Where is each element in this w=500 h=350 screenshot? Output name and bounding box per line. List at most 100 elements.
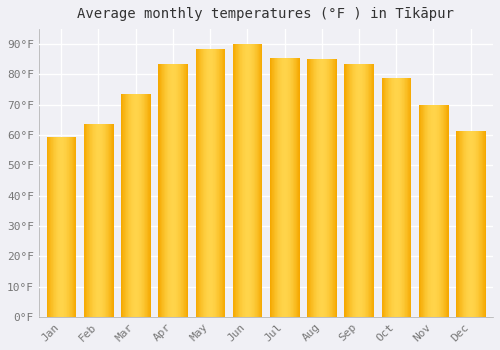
Bar (210, 49, 211, 317)
Bar (98, 125, 100, 317)
Bar (336, 60, 337, 317)
Bar (477, 131, 478, 317)
Bar (164, 64, 165, 317)
Bar (49, 136, 50, 317)
Bar (127, 94, 128, 317)
Bar (107, 125, 108, 317)
Bar (293, 58, 294, 317)
Bar (285, 58, 286, 317)
Bar (71, 136, 72, 317)
Bar (473, 131, 474, 317)
Bar (311, 60, 312, 317)
Bar (284, 58, 285, 317)
Title: Average monthly temperatures (°F ) in Tīkāpur: Average monthly temperatures (°F ) in Tī… (78, 7, 454, 21)
Bar (58, 136, 59, 317)
Bar (111, 125, 112, 317)
Bar (65, 136, 66, 317)
Bar (175, 64, 176, 317)
Bar (272, 58, 273, 317)
Bar (63, 136, 64, 317)
Bar (398, 77, 399, 317)
Bar (426, 105, 428, 317)
Bar (100, 125, 101, 317)
Bar (183, 64, 184, 317)
Bar (468, 131, 469, 317)
Bar (280, 58, 281, 317)
Bar (292, 58, 293, 317)
Bar (404, 77, 405, 317)
Bar (330, 60, 331, 317)
Bar (441, 105, 442, 317)
Bar (248, 44, 249, 317)
Bar (392, 77, 393, 317)
Bar (222, 49, 223, 317)
Bar (169, 64, 170, 317)
Bar (145, 94, 146, 317)
Bar (201, 49, 202, 317)
Bar (186, 64, 187, 317)
Bar (350, 64, 351, 317)
Bar (354, 64, 355, 317)
Bar (332, 60, 334, 317)
Bar (96, 125, 97, 317)
Bar (308, 60, 309, 317)
Bar (457, 131, 458, 317)
Bar (461, 131, 462, 317)
Bar (208, 49, 209, 317)
Bar (384, 77, 386, 317)
Bar (106, 125, 107, 317)
Bar (212, 49, 213, 317)
Bar (158, 64, 159, 317)
Bar (54, 136, 55, 317)
Bar (332, 60, 333, 317)
Bar (351, 64, 352, 317)
Bar (291, 58, 292, 317)
Bar (218, 49, 220, 317)
Bar (246, 44, 247, 317)
Bar (395, 77, 396, 317)
Bar (244, 44, 246, 317)
Bar (72, 136, 74, 317)
Bar (61, 136, 62, 317)
Bar (348, 64, 350, 317)
Bar (113, 125, 114, 317)
Bar (224, 49, 225, 317)
Bar (288, 58, 289, 317)
Bar (84, 125, 85, 317)
Bar (110, 125, 111, 317)
Bar (215, 49, 216, 317)
Bar (124, 94, 126, 317)
Bar (243, 44, 244, 317)
Bar (221, 49, 222, 317)
Bar (250, 44, 251, 317)
Bar (87, 125, 88, 317)
Bar (122, 94, 123, 317)
Bar (242, 44, 243, 317)
Bar (220, 49, 221, 317)
Bar (370, 64, 371, 317)
Bar (327, 60, 328, 317)
Bar (324, 60, 325, 317)
Bar (433, 105, 434, 317)
Bar (320, 60, 321, 317)
Bar (383, 77, 384, 317)
Bar (480, 131, 481, 317)
Bar (408, 77, 409, 317)
Bar (88, 125, 89, 317)
Bar (482, 131, 483, 317)
Bar (97, 125, 98, 317)
Bar (481, 131, 482, 317)
Bar (133, 94, 134, 317)
Bar (205, 49, 206, 317)
Bar (444, 105, 445, 317)
Bar (171, 64, 172, 317)
Bar (74, 136, 75, 317)
Bar (299, 58, 300, 317)
Bar (170, 64, 171, 317)
Bar (394, 77, 395, 317)
Bar (483, 131, 484, 317)
Bar (357, 64, 358, 317)
Bar (60, 136, 61, 317)
Bar (310, 60, 311, 317)
Bar (140, 94, 141, 317)
